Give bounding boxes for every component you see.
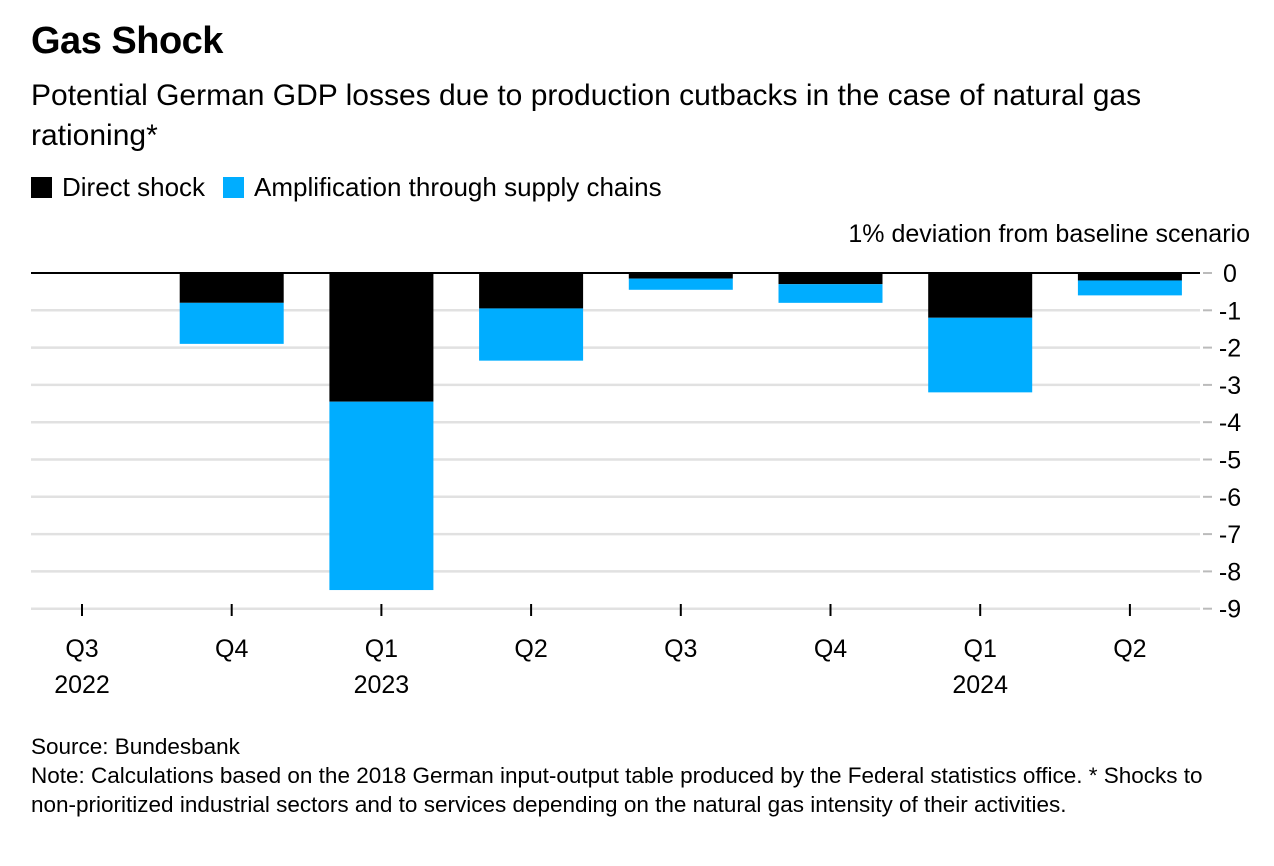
bar-direct-shock: [628, 273, 733, 279]
chart-title: Gas Shock: [31, 20, 223, 62]
legend-swatch-amplification: [223, 177, 245, 198]
y-tick-label: -8: [1219, 558, 1241, 586]
x-tick-label: Q3: [664, 635, 697, 663]
x-tick-label: Q2: [514, 635, 547, 663]
x-tick-label: Q3: [65, 635, 98, 663]
legend-item-direct-shock: Direct shock: [31, 172, 205, 203]
bar-amplification: [329, 401, 434, 591]
y-tick-label: -4: [1219, 409, 1241, 437]
legend-label-amplification: Amplification through supply chains: [254, 172, 662, 202]
footer: Source: Bundesbank Note: Calculations ba…: [31, 732, 1246, 819]
bar-amplification: [928, 317, 1033, 393]
bar-amplification: [778, 284, 883, 303]
x-tick-label: Q4: [215, 635, 248, 663]
y-tick-label: -2: [1219, 335, 1241, 363]
x-year-label: 2022: [54, 671, 110, 699]
note-text: Note: Calculations based on the 2018 Ger…: [31, 763, 1203, 817]
y-tick-label: -5: [1219, 447, 1241, 475]
bar-direct-shock: [479, 273, 584, 309]
y-tick-label: 0: [1223, 260, 1237, 288]
legend: Direct shock Amplification through suppl…: [31, 172, 680, 203]
y-tick-label: -6: [1219, 484, 1241, 512]
bar-amplification: [628, 278, 733, 290]
chart-subtitle: Potential German GDP losses due to produ…: [31, 79, 1142, 152]
x-year-label: 2023: [354, 671, 410, 699]
bar-amplification: [179, 302, 284, 344]
bar-direct-shock: [928, 273, 1033, 318]
bar-direct-shock: [1077, 273, 1182, 281]
source-text: Source: Bundesbank: [31, 734, 240, 759]
bar-amplification: [479, 308, 584, 361]
x-tick-label: Q4: [814, 635, 847, 663]
unit-label: 1% deviation from baseline scenario: [848, 220, 1250, 248]
bar-amplification: [1077, 280, 1182, 296]
legend-item-amplification: Amplification through supply chains: [223, 172, 662, 203]
y-tick-label: -7: [1219, 521, 1241, 549]
x-tick-label: Q1: [365, 635, 398, 663]
y-tick-label: -3: [1219, 372, 1241, 400]
x-year-label: 2024: [952, 671, 1008, 699]
legend-swatch-direct-shock: [31, 177, 52, 198]
bar-direct-shock: [179, 273, 284, 303]
bar-direct-shock: [329, 273, 434, 402]
unit-label-background: [780, 218, 1250, 250]
x-tick-label: Q2: [1113, 635, 1146, 663]
y-tick-label: -9: [1219, 596, 1241, 624]
x-tick-label: Q1: [964, 635, 997, 663]
legend-label-direct-shock: Direct shock: [62, 172, 206, 202]
y-tick-label: -1: [1219, 297, 1241, 325]
bar-direct-shock: [778, 273, 883, 285]
